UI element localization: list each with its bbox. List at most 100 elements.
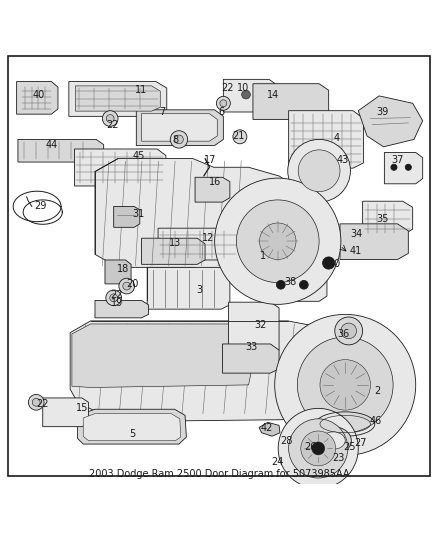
Text: 10: 10 <box>237 83 249 93</box>
Polygon shape <box>136 110 223 146</box>
Polygon shape <box>75 86 160 111</box>
Polygon shape <box>147 268 230 309</box>
Text: 43: 43 <box>337 155 349 165</box>
Ellipse shape <box>298 150 340 192</box>
Polygon shape <box>70 321 365 421</box>
Text: 38: 38 <box>285 277 297 287</box>
Text: 25: 25 <box>343 442 356 452</box>
Ellipse shape <box>220 100 227 107</box>
Polygon shape <box>229 302 279 354</box>
Polygon shape <box>95 158 311 274</box>
Polygon shape <box>43 398 88 426</box>
Text: 44: 44 <box>45 140 57 150</box>
Text: 8: 8 <box>173 135 179 146</box>
Text: 20: 20 <box>126 279 138 289</box>
Ellipse shape <box>170 131 187 148</box>
Ellipse shape <box>312 442 325 455</box>
Text: 4: 4 <box>333 133 339 143</box>
Ellipse shape <box>278 408 358 488</box>
Polygon shape <box>223 79 276 112</box>
Polygon shape <box>17 82 58 114</box>
Text: 34: 34 <box>350 229 362 239</box>
Polygon shape <box>83 414 181 441</box>
Polygon shape <box>363 201 413 235</box>
Ellipse shape <box>32 398 40 406</box>
Text: 24: 24 <box>272 457 284 467</box>
Ellipse shape <box>335 317 363 345</box>
Ellipse shape <box>300 280 308 289</box>
Text: 33: 33 <box>246 342 258 352</box>
Text: 2: 2 <box>375 385 381 395</box>
Text: 13: 13 <box>170 238 182 247</box>
Polygon shape <box>74 149 166 186</box>
Text: 15: 15 <box>76 403 88 413</box>
Text: 26: 26 <box>304 442 317 452</box>
Text: 45: 45 <box>132 150 145 160</box>
Text: 31: 31 <box>132 209 145 219</box>
Text: 21: 21 <box>233 131 245 141</box>
Text: 18: 18 <box>117 264 129 273</box>
Text: 12: 12 <box>202 233 214 243</box>
Text: 19: 19 <box>111 298 123 309</box>
Ellipse shape <box>175 135 184 144</box>
Ellipse shape <box>297 337 393 433</box>
Ellipse shape <box>276 280 285 289</box>
Ellipse shape <box>216 96 230 110</box>
Polygon shape <box>141 114 217 141</box>
Ellipse shape <box>106 290 121 305</box>
Text: 22: 22 <box>106 120 119 130</box>
Text: 28: 28 <box>280 435 293 446</box>
Text: 23: 23 <box>332 453 345 463</box>
Ellipse shape <box>320 360 371 410</box>
Ellipse shape <box>233 130 247 144</box>
Ellipse shape <box>28 394 44 410</box>
Text: 17: 17 <box>204 155 216 165</box>
Text: 16: 16 <box>208 176 221 187</box>
Text: 32: 32 <box>254 320 267 330</box>
Text: 22: 22 <box>36 399 49 409</box>
Text: 46: 46 <box>370 416 382 426</box>
Polygon shape <box>18 140 104 162</box>
Ellipse shape <box>123 282 131 290</box>
Text: 11: 11 <box>134 85 147 95</box>
Text: 42: 42 <box>261 423 273 433</box>
Ellipse shape <box>301 431 336 466</box>
Ellipse shape <box>315 426 351 455</box>
Text: 36: 36 <box>337 329 349 339</box>
Ellipse shape <box>259 223 296 260</box>
Polygon shape <box>158 228 239 260</box>
Text: 22: 22 <box>110 290 123 300</box>
Polygon shape <box>114 206 140 228</box>
Text: 7: 7 <box>159 107 166 117</box>
Polygon shape <box>253 84 328 119</box>
Text: 1: 1 <box>259 251 265 261</box>
Ellipse shape <box>321 432 345 449</box>
Polygon shape <box>105 260 131 284</box>
Ellipse shape <box>405 164 411 171</box>
Polygon shape <box>223 344 279 373</box>
Text: 41: 41 <box>350 246 362 256</box>
Ellipse shape <box>106 115 114 123</box>
Text: 30: 30 <box>328 260 340 269</box>
Text: 37: 37 <box>391 155 404 165</box>
Text: 40: 40 <box>32 90 45 100</box>
Ellipse shape <box>242 90 251 99</box>
Polygon shape <box>340 224 408 260</box>
Polygon shape <box>289 111 364 168</box>
Polygon shape <box>141 238 205 264</box>
Text: 29: 29 <box>34 200 47 211</box>
Text: 27: 27 <box>354 438 367 448</box>
Ellipse shape <box>275 314 416 455</box>
Polygon shape <box>69 82 167 116</box>
Text: 35: 35 <box>376 214 389 224</box>
Ellipse shape <box>237 200 319 282</box>
Polygon shape <box>385 152 423 184</box>
Text: 5: 5 <box>129 429 135 439</box>
Polygon shape <box>195 177 230 202</box>
Ellipse shape <box>289 419 348 478</box>
Text: 39: 39 <box>376 107 389 117</box>
Ellipse shape <box>322 257 335 269</box>
Text: 3: 3 <box>196 286 202 295</box>
Text: 14: 14 <box>267 90 279 100</box>
Polygon shape <box>95 301 148 318</box>
